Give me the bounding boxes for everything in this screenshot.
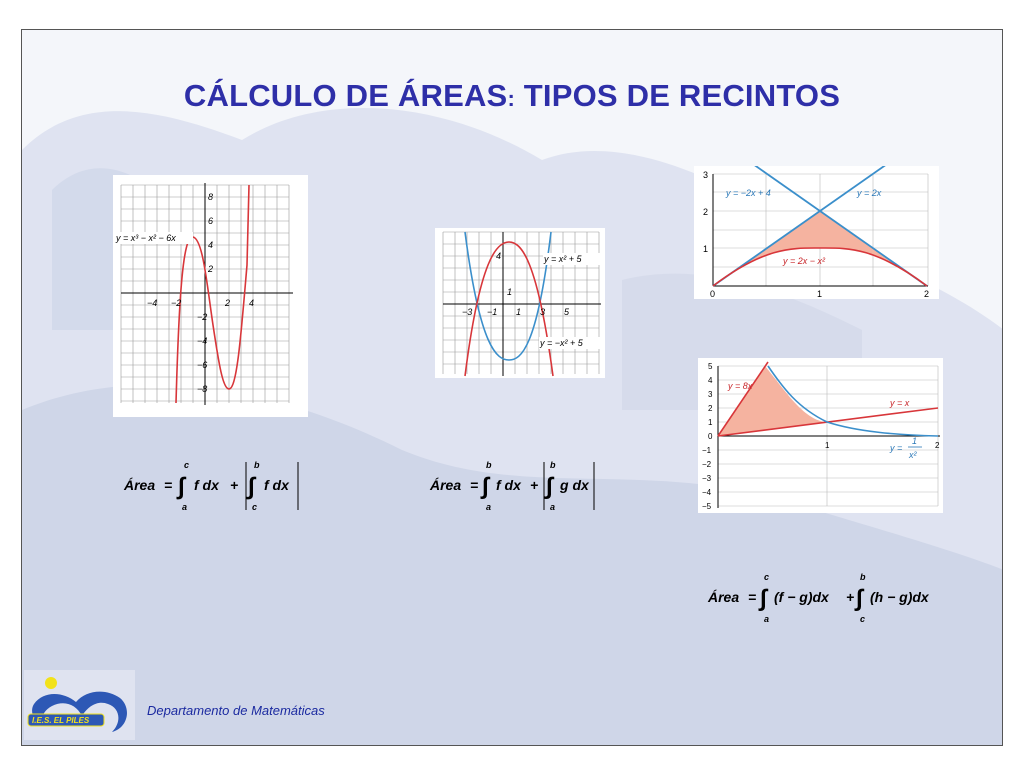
f1-lower2: c xyxy=(252,502,257,512)
g1-tick-y-7: −8 xyxy=(197,384,207,394)
f2-lhs: Área xyxy=(429,477,461,493)
g2-tick-x-3: 3 xyxy=(540,307,545,317)
g4-tick-y-1: 4 xyxy=(708,376,713,385)
f1-eq: = xyxy=(164,477,172,493)
g4-tick-y-3: 2 xyxy=(708,404,713,413)
g1-tick-x-1: −2 xyxy=(171,298,181,308)
slide-title: CÁLCULO DE ÁREAS: TIPOS DE RECINTOS xyxy=(0,78,1024,114)
g4-tick-y-10: −5 xyxy=(702,502,712,511)
school-logo: I.E.S. EL PILES xyxy=(24,670,135,740)
g4-label-curve1: y = 8x xyxy=(727,381,753,391)
g3-tick-y-2: 1 xyxy=(703,244,708,254)
f2-upper2: b xyxy=(550,460,556,470)
integral-sign-icon-6: ∫ xyxy=(854,585,865,612)
g1-tick-y-6: −6 xyxy=(197,360,207,370)
f3-lhs: Área xyxy=(707,589,739,605)
f3-upper2: b xyxy=(860,572,866,582)
title-rest: TIPOS DE RECINTOS xyxy=(514,78,841,113)
g3-tick-x-2: 2 xyxy=(924,289,929,299)
formula-area-3: Área = ∫ c a (f − g)dx + ∫ b c (h − g)dx xyxy=(706,570,956,626)
g4-tick-y-2: 3 xyxy=(708,390,713,399)
g2-tick-x-4: 5 xyxy=(564,307,570,317)
g4-tick-y-4: 1 xyxy=(708,418,713,427)
g4-tick-x-1: 2 xyxy=(935,441,940,450)
f1-lower1: a xyxy=(182,502,187,512)
g3-label-left: y = −2x + 4 xyxy=(725,188,771,198)
g3-tick-y-0: 3 xyxy=(703,170,708,180)
logo-text: I.E.S. EL PILES xyxy=(32,716,90,725)
f2-body1: f dx xyxy=(496,477,522,493)
f3-lower1: a xyxy=(764,614,769,624)
integral-sign-icon-4: ∫ xyxy=(544,473,555,500)
g4-label-curve2-den: x² xyxy=(908,450,918,460)
title-colon: : xyxy=(507,86,515,111)
f2-plus: + xyxy=(530,477,538,493)
f2-eq: = xyxy=(470,477,478,493)
g2-tick-x-1: −1 xyxy=(487,307,497,317)
g4-tick-y-7: −2 xyxy=(702,460,712,469)
g4-tick-y-6: −1 xyxy=(702,446,712,455)
f2-lower1: a xyxy=(486,502,491,512)
footer-department: Departamento de Matemáticas xyxy=(147,703,325,718)
g2-tick-x-2: 1 xyxy=(516,307,521,317)
integral-sign-icon-5: ∫ xyxy=(758,585,769,612)
logo-sun-icon xyxy=(45,677,57,689)
integral-sign-icon-2: ∫ xyxy=(246,473,257,500)
integral-sign-icon-3: ∫ xyxy=(480,473,491,500)
f1-plus: + xyxy=(230,477,238,493)
f3-upper1: c xyxy=(764,572,769,582)
f2-upper1: b xyxy=(486,460,492,470)
g1-tick-y-1: 6 xyxy=(208,216,213,226)
g2-tick-x-0: −3 xyxy=(462,307,472,317)
g4-label-line: y = x xyxy=(889,398,910,408)
f1-upper2: b xyxy=(254,460,260,470)
g3-label-curve: y = 2x − x² xyxy=(782,256,826,266)
g1-tick-y-0: 8 xyxy=(208,192,213,202)
graph-cubic: −4 −2 2 4 8 6 4 2 −2 −4 −6 −8 y = x³ − x… xyxy=(113,175,308,417)
f1-lhs: Área xyxy=(123,477,155,493)
g2-tick-y-0: 4 xyxy=(496,251,501,261)
g4-tick-y-8: −3 xyxy=(702,474,712,483)
formula-area-2: Área = ∫ b a f dx + ∫ b a g dx xyxy=(428,458,608,514)
f2-body2: g dx xyxy=(559,477,590,493)
f1-body1: f dx xyxy=(194,477,220,493)
formula-area-1: Área = ∫ c a f dx + ∫ b c f dx xyxy=(122,458,312,514)
g1-tick-x-0: −4 xyxy=(147,298,157,308)
f3-lower2: c xyxy=(860,614,865,624)
g4-label-curve2-num: 1 xyxy=(912,436,917,446)
g1-tick-y-5: −4 xyxy=(197,336,207,346)
g2-label-bottom: y = −x² + 5 xyxy=(539,338,584,348)
g3-tick-x-1: 1 xyxy=(817,289,822,299)
g4-tick-y-0: 5 xyxy=(708,362,713,371)
g1-tick-x-3: 4 xyxy=(249,298,254,308)
g3-tick-x-0: 0 xyxy=(710,289,715,299)
f1-body2: f dx xyxy=(264,477,290,493)
g4-label-curve2-prefix: y = xyxy=(889,443,902,453)
g4-tick-x-0: 1 xyxy=(825,441,830,450)
g4-tick-y-9: −4 xyxy=(702,488,712,497)
g2-tick-y-1: 1 xyxy=(507,287,512,297)
g1-tick-y-3: 2 xyxy=(207,264,213,274)
g3-tick-y-1: 2 xyxy=(703,207,708,217)
g2-label-top: y = x² + 5 xyxy=(543,254,583,264)
g4-tick-y-5: 0 xyxy=(708,432,713,441)
f2-lower2: a xyxy=(550,502,555,512)
integral-sign-icon: ∫ xyxy=(176,473,187,500)
f3-eq: = xyxy=(748,589,756,605)
graph-three-functions: 5 4 3 2 1 0 −1 −2 −3 −4 −5 1 2 y = 8x y … xyxy=(698,358,943,513)
g1-tick-x-2: 2 xyxy=(224,298,230,308)
title-main: CÁLCULO DE ÁREAS xyxy=(183,78,508,113)
graph-parabolas: −3 −1 1 3 5 4 1 y = x² + 5 y = −x² + 5 xyxy=(435,228,605,378)
f3-plus: + xyxy=(846,589,854,605)
f1-upper1: c xyxy=(184,460,189,470)
f3-body1: (f − g)dx xyxy=(774,589,830,605)
graph-lines-parabola: 0 1 2 3 2 1 y = −2x + 4 y = 2x y = 2x − … xyxy=(694,135,939,299)
f3-body2: (h − g)dx xyxy=(870,589,930,605)
g3-label-right: y = 2x xyxy=(856,188,882,198)
g1-function-label: y = x³ − x² − 6x xyxy=(115,233,176,243)
g1-tick-y-2: 4 xyxy=(208,240,213,250)
g1-tick-y-4: −2 xyxy=(197,312,207,322)
